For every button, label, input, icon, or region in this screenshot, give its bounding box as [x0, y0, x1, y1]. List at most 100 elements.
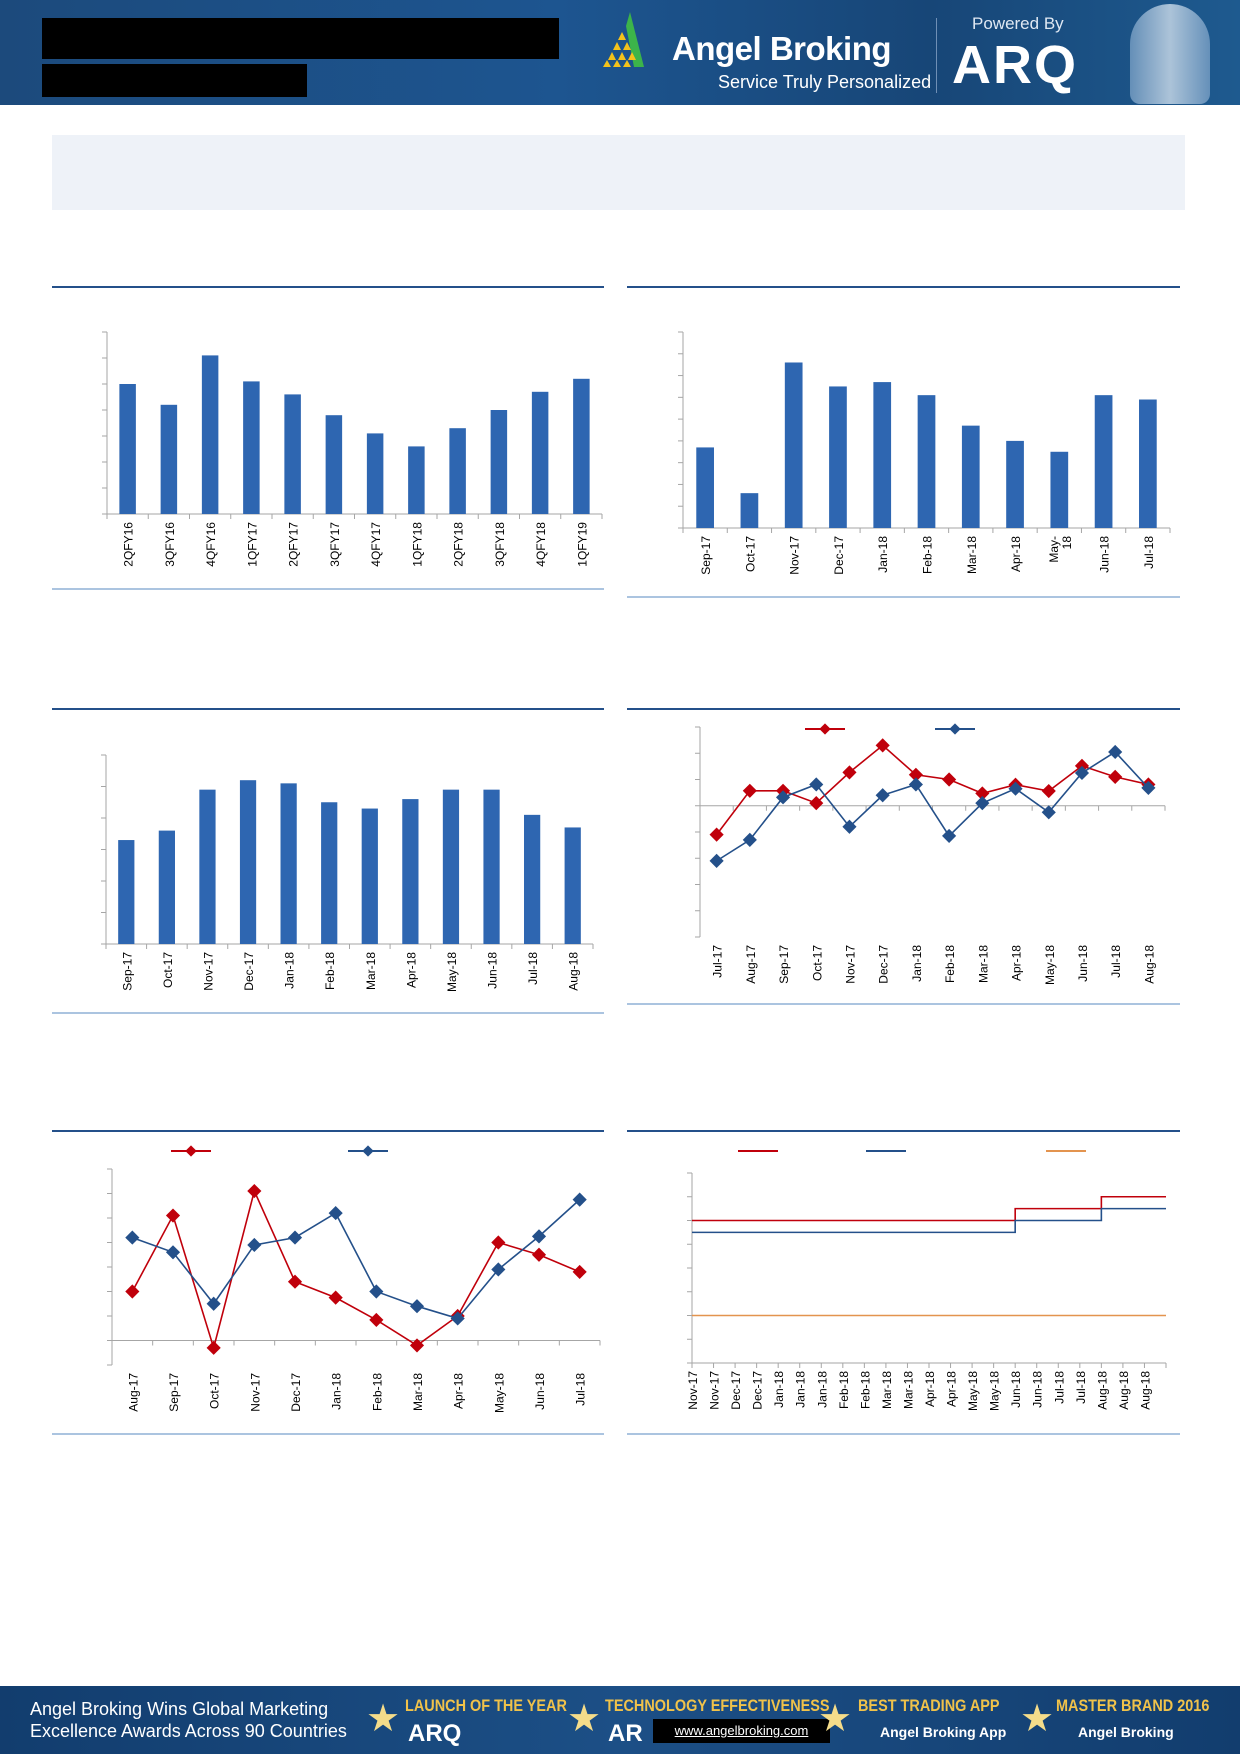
data-point [491, 1262, 506, 1277]
award-title: LAUNCH OF THE YEAR [405, 1696, 567, 1715]
x-tick-label: Apr-18 [404, 952, 418, 988]
x-tick-label: 1QFY17 [245, 522, 259, 567]
x-tick-label: Oct-17 [208, 1373, 222, 1409]
data-point [125, 1230, 140, 1245]
data-point [409, 1338, 425, 1353]
series-line [131, 1188, 580, 1351]
bar [449, 428, 466, 514]
x-tick-label: Jul-18 [1052, 1371, 1066, 1404]
x-tick-label: Feb-18 [921, 536, 935, 574]
bar [199, 789, 216, 944]
x-tick-label: Sep-17 [120, 952, 134, 991]
bar [1139, 399, 1157, 528]
awards-footer: Angel Broking Wins Global Marketing Exce… [0, 1686, 1240, 1754]
x-tick-label: Jan-18 [772, 1371, 786, 1408]
series-line [715, 744, 1149, 836]
x-tick-label: Aug-17 [744, 945, 758, 984]
x-tick-label: 3QFY16 [163, 522, 177, 567]
x-tick-label: Jul-18 [574, 1373, 588, 1406]
x-tick-label: Jan-18 [910, 945, 924, 982]
x-tick-label: Apr-18 [923, 1371, 937, 1407]
data-point [1008, 781, 1023, 796]
x-tick-label: Sep-17 [699, 536, 713, 575]
bar [408, 446, 425, 514]
trophy-icon: ★ [818, 1698, 853, 1740]
x-tick-label: Jul-17 [711, 945, 725, 978]
x-tick-label: Jun-18 [486, 952, 500, 989]
angel-logo-icon [603, 12, 644, 67]
data-point [742, 783, 757, 798]
x-tick-label: Mar-18 [364, 952, 378, 990]
x-tick-label: 2QFY17 [287, 522, 301, 567]
footer-headline-line1: Angel Broking Wins Global Marketing [30, 1699, 329, 1719]
x-tick-label: Mar-18 [901, 1371, 915, 1409]
series-line [692, 1207, 1166, 1234]
x-tick-label: Dec-17 [289, 1373, 303, 1412]
x-tick-label: Mar-18 [976, 945, 990, 983]
x-tick-label: 4QFY17 [369, 522, 383, 567]
data-point [1074, 765, 1090, 781]
x-tick-label: Nov-17 [788, 536, 802, 575]
x-tick-label: Jan-18 [794, 1371, 808, 1408]
x-tick-label: Jan-18 [330, 1373, 344, 1410]
x-tick-label: Jun-18 [1009, 1371, 1023, 1408]
x-tick-label: Dec-17 [751, 1371, 765, 1410]
summary-box [52, 135, 1185, 210]
x-tick-label: Oct-17 [810, 945, 824, 981]
website-link[interactable]: www.angelbroking.com [653, 1719, 830, 1743]
data-point [328, 1206, 343, 1221]
x-tick-label: Jul-18 [1142, 536, 1156, 569]
arq-logo: ARQ [952, 35, 1078, 95]
bar [490, 410, 508, 514]
x-tick-label: May-18 [988, 1371, 1002, 1411]
data-point [206, 1340, 221, 1355]
legend-marker [185, 1145, 197, 1157]
bar [160, 404, 178, 514]
award-title: MASTER BRAND 2016 [1056, 1696, 1210, 1715]
x-tick-label: Apr-18 [945, 1371, 959, 1407]
award-subtitle: Angel Broking [1078, 1724, 1174, 1740]
x-tick-label: Dec-17 [832, 536, 846, 575]
data-point [1141, 780, 1156, 795]
bar [740, 493, 759, 528]
bar [239, 780, 257, 944]
legend-marker [362, 1145, 374, 1157]
x-tick-label: 4QFY18 [534, 522, 548, 567]
x-tick-label: May-18 [492, 1373, 506, 1413]
bar [366, 433, 384, 514]
x-tick-label: Aug-18 [1138, 1371, 1152, 1410]
bar [361, 808, 378, 944]
x-tick-label: Nov-17 [843, 945, 857, 984]
bar [201, 355, 219, 514]
data-point [450, 1311, 465, 1326]
data-point [875, 738, 890, 753]
robot-face-icon [1130, 4, 1210, 104]
bar [325, 415, 343, 514]
x-tick-label: Sep-17 [167, 1373, 181, 1412]
data-point [328, 1290, 343, 1305]
series-line [716, 750, 1149, 862]
data-point [809, 777, 824, 792]
legend-marker [819, 723, 831, 735]
x-tick-label: Dec-17 [729, 1371, 743, 1410]
data-point [709, 827, 724, 842]
bar [118, 840, 135, 944]
data-point [908, 777, 923, 792]
x-tick-label: Apr-18 [452, 1373, 466, 1409]
bar [531, 391, 549, 514]
x-tick-label: Jun-18 [1098, 536, 1112, 573]
legend-marker [949, 723, 961, 735]
x-tick-label: Feb-18 [370, 1373, 384, 1411]
data-point [1074, 758, 1090, 773]
data-point [531, 1247, 547, 1262]
x-tick-label: May-18 [1043, 945, 1057, 985]
bar [524, 814, 541, 944]
award-title: TECHNOLOGY EFFECTIVENESS [605, 1696, 830, 1715]
bar [243, 381, 260, 514]
x-tick-label: Aug-18 [1117, 1371, 1131, 1410]
x-tick-label: Jan-18 [876, 536, 890, 573]
data-point [369, 1284, 384, 1299]
x-tick-label: Dec-17 [242, 952, 256, 991]
data-point [1108, 744, 1123, 760]
x-tick-label: Aug-17 [126, 1373, 140, 1412]
